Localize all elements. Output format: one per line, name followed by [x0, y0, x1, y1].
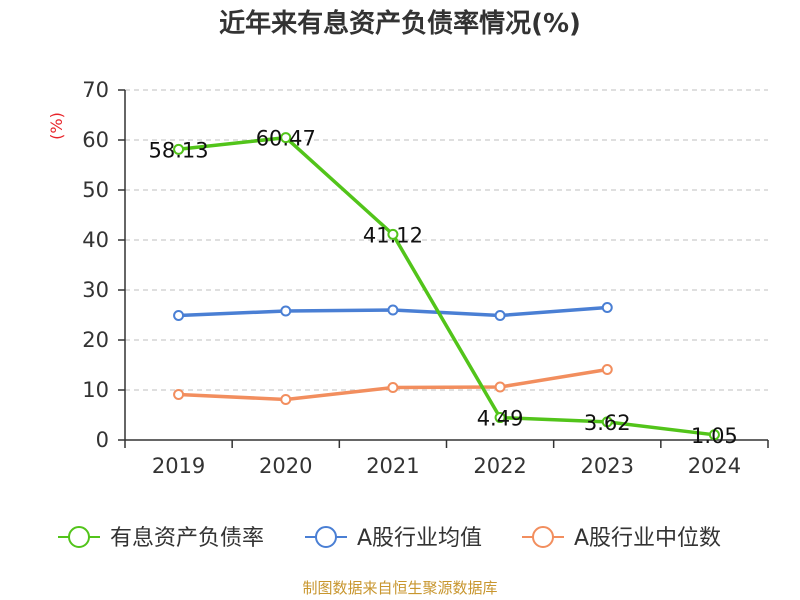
legend: 有息资产负债率 A股行业均值 A股行业中位数: [58, 526, 721, 551]
data-point: [280, 394, 292, 405]
y-axis-unit-label: (%): [47, 112, 66, 140]
x-tick-label: 2023: [581, 454, 634, 478]
legend-label: A股行业均值: [357, 526, 482, 551]
data-point: [280, 305, 292, 317]
legend-label: A股行业中位数: [574, 526, 721, 551]
legend-item[interactable]: A股行业均值: [305, 526, 482, 551]
data-label: 1.05: [691, 424, 738, 448]
data-point: [280, 132, 292, 144]
y-tick-label: 0: [96, 428, 109, 452]
y-tick-label: 20: [82, 328, 109, 352]
data-point: [387, 304, 399, 316]
grid-lines: [125, 89, 768, 391]
x-tick-label: 2024: [688, 454, 741, 478]
legend-item[interactable]: 有息资产负债率: [58, 526, 264, 551]
data-point: [494, 381, 506, 393]
x-tick-label: 2022: [473, 454, 526, 478]
data-point: [601, 416, 613, 428]
data-point: [173, 310, 185, 321]
data-point: [708, 429, 720, 441]
y-tick-label: 10: [82, 378, 109, 402]
data-label: 60.47: [256, 127, 316, 151]
data-labels: 58.13 60.47 41.12 4.49 3.62 1.05: [149, 127, 738, 448]
source-note: 制图数据来自恒生聚源数据库: [302, 579, 498, 597]
series-line-0: [178, 135, 715, 437]
y-tick-label: 30: [82, 278, 109, 302]
x-tick-label: 2019: [152, 454, 205, 478]
data-point: [494, 310, 506, 321]
series-lines: [173, 132, 720, 441]
x-tick-label: 2021: [366, 454, 419, 478]
data-point: [601, 364, 613, 375]
y-tick-label: 40: [82, 228, 109, 252]
x-tick-label: 2020: [259, 454, 312, 478]
y-tick-label: 60: [82, 128, 109, 152]
data-point: [494, 412, 506, 424]
legend-marker: [532, 526, 554, 548]
data-point: [173, 143, 185, 155]
axes: 0 10 20 30 40 50 60 70 2019 2020 2021 2022 2023 2024 (…: [47, 78, 769, 478]
chart-title: 近年来有息资产负债率情况(%): [219, 9, 581, 39]
data-point: [387, 228, 399, 240]
legend-label: 有息资产负债率: [110, 526, 264, 551]
legend-marker: [315, 526, 337, 548]
y-tick-label: 70: [82, 78, 109, 102]
legend-item[interactable]: A股行业中位数: [522, 526, 721, 551]
data-point: [387, 382, 399, 393]
data-label: 3.62: [584, 411, 631, 435]
data-label: 4.49: [477, 407, 524, 431]
data-label: 58.13: [149, 138, 209, 162]
y-tick-label: 50: [82, 178, 109, 202]
legend-marker: [68, 526, 90, 548]
data-label: 41.12: [363, 223, 423, 247]
data-point: [601, 302, 613, 313]
data-point: [173, 389, 185, 400]
